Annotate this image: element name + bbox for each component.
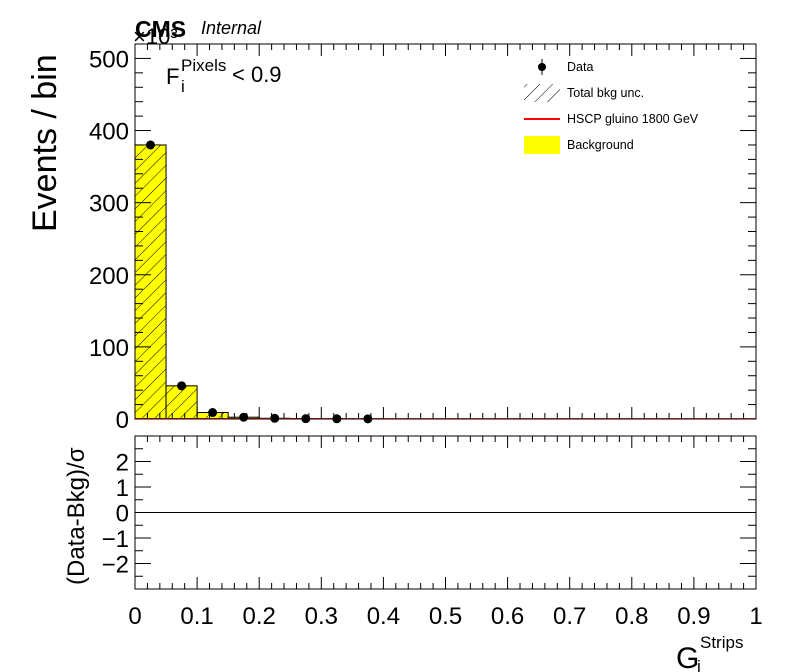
x-tick-label: 0.7 [553,603,586,630]
annotation-sup: Pixels [181,56,226,75]
data-point [208,408,218,418]
background-histogram [135,144,384,419]
uncertainty-hatch [135,144,167,419]
legend-hatch-swatch [524,84,560,102]
x-tick-label: 0.4 [367,603,400,630]
annotation-cut: < 0.9 [232,62,282,87]
x-tick-label: 1 [749,603,762,630]
x-tick-label: 0.1 [180,603,213,630]
data-point [146,140,156,150]
y-tick-label: 400 [89,119,129,146]
y-tick-label: 0 [116,407,129,434]
legend-label: Total bkg unc. [567,86,644,100]
legend: Data Total bkg unc. HSCP gluino 1800 GeV Ba… [524,59,699,154]
main-y-axis-label: Events / bin [26,54,64,232]
data-point [177,381,187,391]
main-frame [134,43,757,420]
x-tick-label: 0.3 [305,603,338,630]
cms-label: CMS [135,16,186,42]
data-point [270,413,280,423]
ratio-y-tick-label: −1 [102,526,129,553]
main-panel: 0 100 200 300 400 500 Events / bin [26,43,757,434]
y-tick-label: 300 [89,191,129,218]
main-x-ticks [134,44,757,419]
annotation-base: F [166,64,179,89]
x-tick-label: 0.6 [491,603,524,630]
ratio-y-tick-label: 2 [116,450,129,477]
region-annotation: F Pixels i < 0.9 [166,56,282,96]
main-y-axis: 0 100 200 300 400 500 [89,43,756,434]
annotation-sub: i [181,77,185,96]
x-tick-label: 0.8 [615,603,648,630]
y-tick-label: 500 [89,46,129,73]
x-axis-title: G Strips i [676,633,743,672]
legend-entry: Total bkg unc. [524,84,644,102]
y-tick-label: 200 [89,263,129,290]
x-axis-label-sub: i [697,657,701,672]
legend-label: Background [567,138,634,152]
background-bar [135,144,167,419]
legend-entry: HSCP gluino 1800 GeV [524,112,699,126]
legend-data-marker [538,63,546,71]
x-tick-label: 0 [128,603,141,630]
internal-label: Internal [201,18,262,38]
ratio-y-axis-label: (Data-Bkg)/σ [63,447,90,585]
ratio-y-tick-label: −2 [102,552,129,579]
x-axis: 0 0.1 0.2 0.3 0.4 0.5 0.6 0.7 0.8 0.9 1 [128,436,763,630]
x-tick-label: 0.5 [429,603,462,630]
background-bar [165,385,198,419]
legend-entry: Data [538,59,593,75]
ratio-y-tick-label: 0 [116,501,129,528]
x-tick-label: 0.2 [243,603,276,630]
ratio-y-tick-label: 1 [116,475,129,502]
x-axis-label-sup: Strips [700,633,743,652]
x-axis-label-base: G [676,642,699,672]
legend-label: Data [567,60,593,74]
legend-entry: Background [524,136,634,154]
axis-exponent: ×10³ [133,24,178,49]
legend-label: HSCP gluino 1800 GeV [567,112,699,126]
y-tick-label: 100 [89,335,129,362]
legend-fill-swatch [524,136,560,154]
uncertainty-hatch [166,385,198,419]
x-tick-label: 0.9 [677,603,710,630]
data-points [146,140,373,424]
